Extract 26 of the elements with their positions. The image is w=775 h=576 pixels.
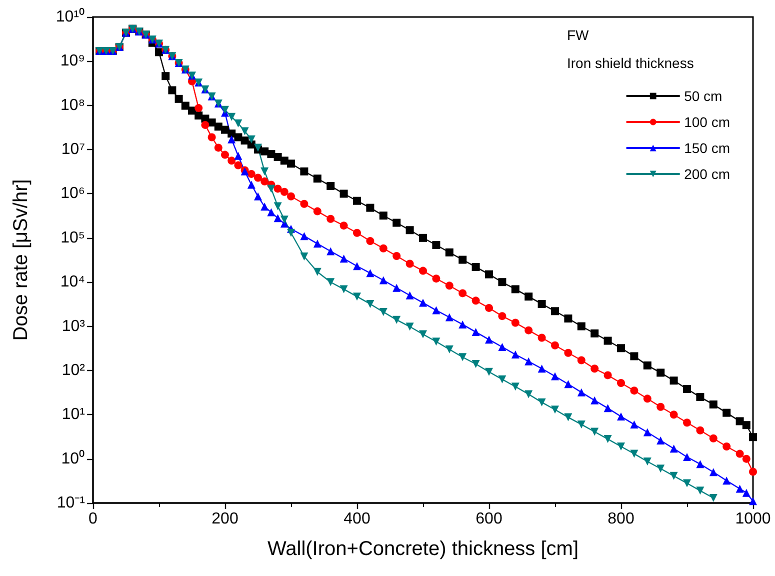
y-tick-label: 10¹ — [62, 406, 85, 424]
y-tick-label: 10⁴ — [60, 274, 86, 291]
legend-label: 200 cm — [684, 166, 730, 182]
legend-label: 150 cm — [684, 140, 730, 156]
y-tick-label: 10⁻¹ — [56, 494, 85, 512]
x-tick-label: 1000 — [735, 510, 771, 528]
y-tick-label: 10² — [62, 362, 86, 379]
y-tick-label: 10⁷ — [61, 141, 86, 158]
x-axis-title: Wall(Iron+Concrete) thickness [cm] — [267, 538, 579, 560]
x-tick-label: 200 — [212, 510, 238, 528]
y-tick-label: 10³ — [62, 318, 86, 335]
legend-title: Iron shield thickness — [567, 55, 694, 71]
x-tick-label: 400 — [344, 510, 370, 528]
x-tick-label: 600 — [476, 510, 502, 528]
y-tick-label: 10⁰ — [61, 449, 85, 468]
y-tick-label: 10⁶ — [60, 185, 85, 202]
y-tick-label: 10⁹ — [60, 52, 85, 70]
x-tick-label: 0 — [88, 510, 98, 528]
y-axis-title: Dose rate [μSv/hr] — [10, 179, 32, 341]
annotation: FW — [567, 27, 590, 43]
y-tick-label: 10⁵ — [60, 229, 85, 246]
legend-label: 100 cm — [684, 114, 730, 130]
y-tick-label: 10⁸ — [60, 96, 85, 114]
y-tick-label: 10¹⁰ — [56, 8, 85, 26]
x-tick-label: 800 — [608, 510, 634, 528]
legend-label: 50 cm — [684, 88, 722, 104]
